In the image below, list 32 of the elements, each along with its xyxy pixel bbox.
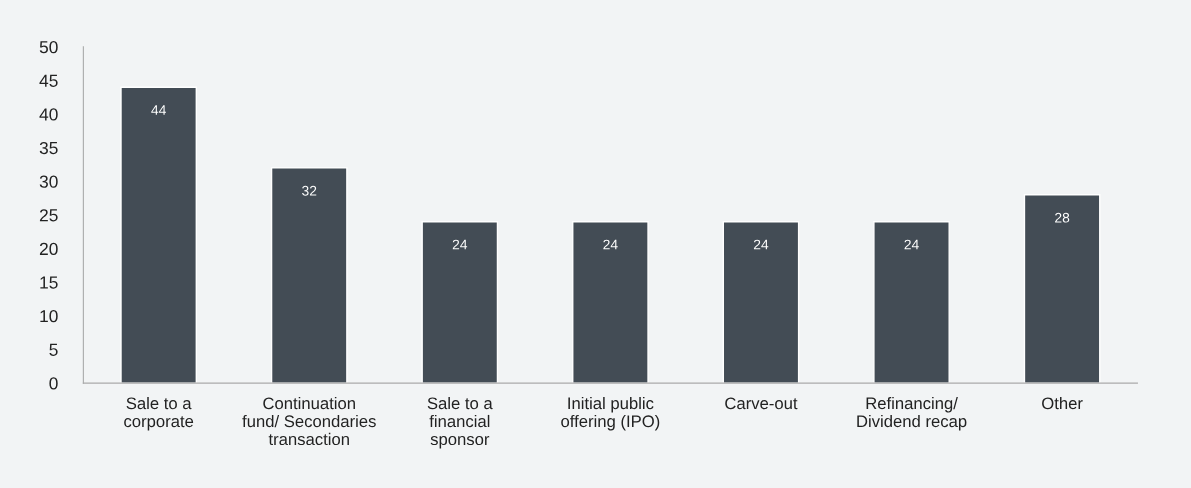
x-tick-label: Initial public offering (IPO) [561,396,660,431]
y-tick-label: 45 [39,74,58,87]
y-tick-label: 10 [40,310,58,323]
data-label: 24 [904,239,919,250]
bar [873,220,950,384]
y-tick-label: 30 [39,175,58,188]
y-tick-label: 0 [49,377,58,390]
y-tick-label: 5 [49,343,58,356]
data-label: 32 [302,185,317,196]
x-tick-label: Other [1042,396,1083,410]
x-tick-label: Continuation fund/ Secondaries transaction [242,396,376,446]
data-label: 28 [1055,212,1070,223]
bar [421,220,499,384]
x-tick-label: Sale to a corporate [124,396,194,431]
bar [572,220,649,384]
y-tick-label: 20 [39,242,58,256]
bar [722,220,800,384]
y-tick-label: 40 [39,108,58,121]
y-tick-label: 15 [40,276,58,289]
x-tick-label: Carve-out [725,397,798,410]
data-label: 24 [452,239,468,250]
x-tick-label: Refinancing/ Dividend recap [857,396,967,431]
y-tick-label: 35 [39,141,58,155]
bar [120,86,197,384]
x-tick-label: Sale to a financial sponsor [427,396,493,449]
y-tick-label: 25 [39,209,58,222]
y-tick-label: 50 [39,41,58,54]
data-label: 24 [603,239,618,250]
data-label: 24 [753,239,769,250]
bar [270,167,348,384]
data-label: 44 [151,105,166,115]
bar [1023,194,1101,384]
